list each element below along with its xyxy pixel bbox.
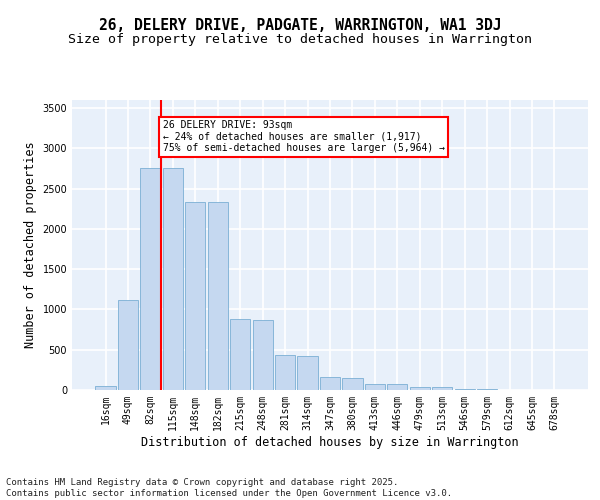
Bar	[432, 387, 452, 390]
Bar	[343, 378, 362, 390]
Bar	[387, 384, 407, 390]
Y-axis label: Number of detached properties: Number of detached properties	[24, 142, 37, 348]
Bar	[253, 320, 273, 390]
Bar	[365, 384, 385, 390]
Bar	[163, 168, 183, 390]
Bar	[95, 386, 116, 390]
X-axis label: Distribution of detached houses by size in Warrington: Distribution of detached houses by size …	[141, 436, 519, 448]
Text: 26, DELERY DRIVE, PADGATE, WARRINGTON, WA1 3DJ: 26, DELERY DRIVE, PADGATE, WARRINGTON, W…	[99, 18, 501, 32]
Bar	[185, 202, 205, 390]
Bar	[320, 377, 340, 390]
Bar	[275, 354, 295, 390]
Text: Contains HM Land Registry data © Crown copyright and database right 2025.
Contai: Contains HM Land Registry data © Crown c…	[6, 478, 452, 498]
Bar	[298, 356, 317, 390]
Bar	[118, 300, 138, 390]
Bar	[208, 202, 228, 390]
Text: 26 DELERY DRIVE: 93sqm
← 24% of detached houses are smaller (1,917)
75% of semi-: 26 DELERY DRIVE: 93sqm ← 24% of detached…	[163, 120, 445, 154]
Bar	[140, 168, 161, 390]
Bar	[410, 387, 430, 390]
Bar	[230, 319, 250, 390]
Text: Size of property relative to detached houses in Warrington: Size of property relative to detached ho…	[68, 32, 532, 46]
Bar	[455, 389, 475, 390]
